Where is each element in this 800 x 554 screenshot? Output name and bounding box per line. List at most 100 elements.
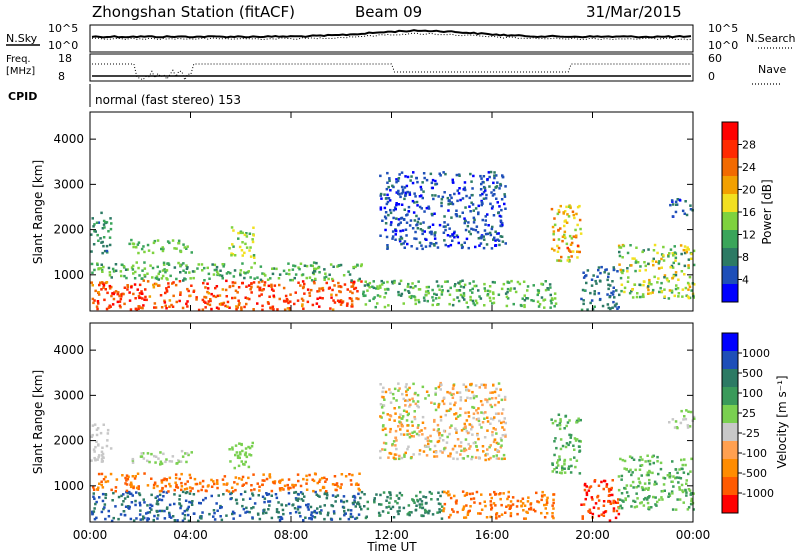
power-cell (391, 230, 395, 233)
power-cell (477, 237, 481, 240)
power-cell (230, 226, 234, 229)
velocity-cell (480, 383, 483, 386)
velocity-cell (185, 460, 188, 464)
power-cell (252, 226, 255, 229)
power-cell (353, 281, 356, 284)
power-cell (549, 299, 553, 302)
velocity-cell (257, 494, 260, 497)
power-cell (192, 276, 195, 280)
velocity-cell (199, 515, 202, 518)
velocity-cell (481, 445, 485, 448)
power-cell (463, 221, 466, 225)
velocity-cell (620, 474, 624, 478)
power-cell (457, 241, 460, 245)
velocity-cell (480, 508, 484, 511)
velocity-cell (154, 496, 157, 499)
freq-label-1: Freq. (6, 54, 31, 65)
power-cell (316, 290, 319, 293)
velocity-cell (563, 458, 567, 462)
velocity-cell (231, 490, 235, 493)
power-cell (453, 230, 456, 234)
velocity-cell (529, 508, 532, 511)
power-cell (377, 287, 380, 290)
power-cell (523, 304, 526, 307)
velocity-cell (428, 509, 431, 513)
velocity-cell (156, 484, 159, 488)
velocity-cell (150, 493, 153, 497)
velocity-cell (111, 499, 114, 502)
power-cell (336, 265, 339, 268)
velocity-cell (92, 492, 95, 495)
velocity-cell (257, 513, 260, 516)
power-cell (538, 303, 542, 306)
velocity-cell (234, 476, 238, 479)
velocity-cell (387, 511, 390, 514)
power-cell (323, 278, 326, 281)
velocity-cell (292, 486, 295, 489)
colorbar-tick-label: -500 (742, 467, 767, 480)
power-cell (342, 274, 346, 277)
power-cell (553, 223, 557, 227)
power-cell (479, 194, 482, 197)
velocity-cell (161, 486, 164, 490)
velocity-cell (412, 400, 415, 403)
velocity-cell (135, 491, 138, 494)
velocity-cell (563, 427, 566, 430)
velocity-cell (427, 511, 430, 515)
velocity-cell (439, 381, 442, 385)
power-cell (518, 282, 522, 286)
power-cell (91, 271, 94, 274)
power-cell (537, 305, 541, 308)
power-cell (350, 279, 353, 282)
power-cell (339, 263, 343, 267)
power-cell (257, 281, 261, 284)
power-cell (95, 305, 99, 308)
power-cell (674, 200, 678, 204)
power-cell (400, 216, 404, 220)
velocity-cell (320, 509, 323, 512)
power-cell (526, 285, 530, 288)
velocity-cell (447, 454, 450, 458)
velocity-cell (632, 499, 635, 503)
velocity-cell (262, 473, 265, 476)
power-cell (152, 286, 156, 289)
velocity-cell (180, 488, 183, 492)
power-cell (289, 300, 292, 303)
power-cell (214, 295, 218, 299)
velocity-cell (439, 494, 442, 498)
velocity-cell (96, 458, 99, 461)
power-cell (551, 225, 555, 229)
velocity-cell (145, 512, 148, 515)
velocity-cell (433, 402, 436, 405)
power-cell (463, 241, 466, 244)
velocity-cell (570, 464, 573, 468)
velocity-cell (569, 458, 572, 461)
velocity-cell (238, 442, 241, 445)
velocity-cell (449, 496, 453, 500)
velocity-cell (129, 485, 133, 489)
velocity-cell (427, 394, 430, 397)
velocity-cell (189, 489, 192, 493)
velocity-cell (106, 480, 110, 483)
velocity-cell (104, 496, 107, 500)
velocity-cell (636, 497, 639, 500)
power-cell (207, 300, 210, 303)
velocity-cell (668, 421, 671, 424)
velocity-cell (146, 459, 149, 463)
power-cell (484, 289, 487, 293)
power-cell (121, 263, 124, 267)
velocity-cell (685, 409, 688, 412)
velocity-cell (559, 438, 563, 441)
power-cell (657, 277, 660, 280)
power-cell (126, 284, 129, 287)
power-cell (201, 298, 205, 302)
velocity-cell (689, 470, 692, 473)
colorbar-segment (722, 194, 738, 213)
velocity-cell (252, 506, 255, 509)
velocity-cell (154, 455, 158, 458)
power-cell (398, 173, 401, 176)
power-cell (153, 239, 157, 243)
power-cell (229, 271, 232, 275)
velocity-cell (130, 483, 133, 486)
velocity-cell (393, 419, 396, 422)
